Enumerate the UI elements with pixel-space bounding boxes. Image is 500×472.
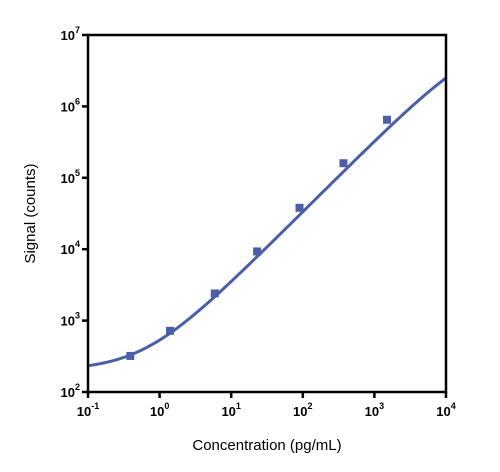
y-tick-label-exponent: 2: [75, 382, 80, 392]
y-tick-label-base: 10: [61, 171, 75, 186]
data-point: [166, 326, 175, 335]
x-tick-label-base: 10: [293, 404, 307, 419]
x-axis-ticks: 10-1 100 101 102 103 104: [77, 392, 456, 419]
y-tick-label-base: 10: [61, 314, 75, 329]
data-point: [253, 247, 262, 256]
x-tick-label-exponent: 0: [164, 401, 169, 411]
y-tick-label: 102: [61, 382, 80, 400]
x-tick-label-exponent: 3: [379, 401, 384, 411]
fit-curve: [87, 76, 447, 368]
x-tick-label: 10-1: [77, 401, 99, 419]
x-tick-label-exponent: 4: [451, 401, 456, 411]
x-tick-label-base: 10: [221, 404, 235, 419]
data-point: [126, 351, 135, 360]
x-tick-label: 103: [365, 401, 384, 419]
data-point: [295, 203, 304, 212]
x-tick-label-base: 10: [150, 404, 164, 419]
x-tick-label: 102: [293, 401, 312, 419]
x-tick-label-base: 10: [436, 404, 450, 419]
x-tick-label-base: 10: [365, 404, 379, 419]
x-tick-label-base: 10: [77, 404, 91, 419]
y-tick-label-base: 10: [61, 28, 75, 43]
y-tick-label-base: 10: [61, 242, 75, 257]
y-axis-title: Signal (counts): [22, 163, 39, 263]
x-tick-label-exponent: 2: [308, 401, 313, 411]
x-tick-label-exponent: -1: [91, 401, 99, 411]
y-tick-label-exponent: 6: [75, 96, 80, 106]
y-tick-label: 105: [61, 168, 80, 186]
data-point: [339, 159, 348, 168]
y-tick-label: 106: [61, 96, 80, 114]
y-tick-label: 107: [61, 25, 80, 43]
y-tick-label-exponent: 5: [75, 168, 80, 178]
y-tick-label-exponent: 3: [75, 311, 80, 321]
data-point: [210, 289, 219, 298]
y-tick-label: 103: [61, 311, 80, 329]
x-tick-label: 100: [150, 401, 169, 419]
data-points: [126, 115, 392, 360]
x-axis-title: Concentration (pg/mL): [192, 437, 341, 454]
plot-frame: [86, 33, 448, 394]
x-tick-label: 101: [221, 401, 240, 419]
y-tick-label-base: 10: [61, 385, 75, 400]
x-tick-label-exponent: 1: [236, 401, 241, 411]
y-tick-label: 104: [61, 239, 80, 257]
y-tick-label-exponent: 7: [75, 25, 80, 35]
y-tick-label-base: 10: [61, 99, 75, 114]
x-tick-label: 104: [436, 401, 455, 419]
y-tick-label-exponent: 4: [75, 239, 80, 249]
data-point: [383, 115, 392, 124]
